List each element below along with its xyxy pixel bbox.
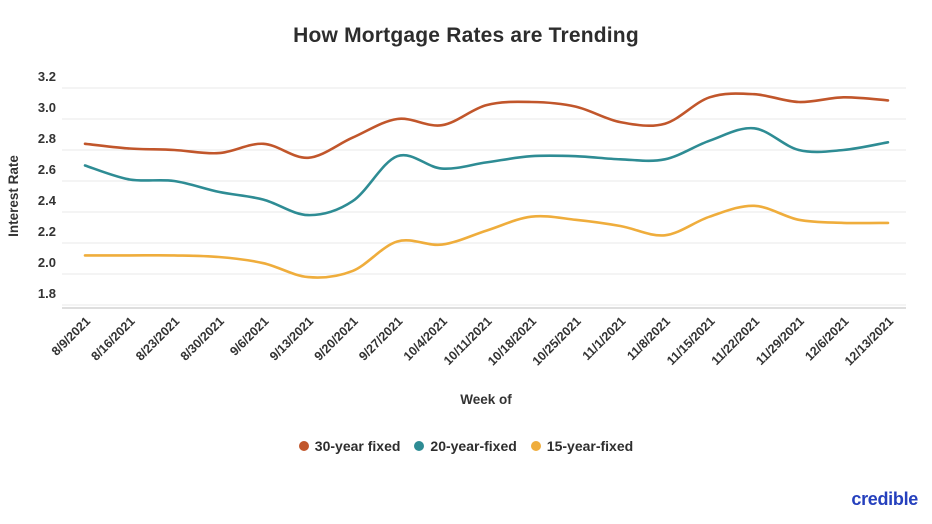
x-tick-label: 10/25/2021	[530, 314, 584, 368]
y-tick-label: 3.0	[38, 100, 56, 115]
x-tick-label: 9/13/2021	[267, 314, 316, 363]
y-axis-title: Interest Rate	[6, 155, 21, 237]
y-tick-label: 2.0	[38, 255, 56, 270]
legend-label: 30-year fixed	[314, 438, 401, 454]
legend-label: 15-year-fixed	[546, 438, 634, 454]
x-tick-label: 9/20/2021	[312, 314, 361, 363]
y-tick-label: 2.8	[38, 131, 56, 146]
x-tick-label: 8/9/2021	[49, 314, 93, 358]
credible-logo: credible	[851, 489, 918, 509]
x-tick-label: 9/6/2021	[227, 314, 271, 358]
series-line-30-year-fixed	[83, 92, 890, 160]
chart-title: How Mortgage Rates are Trending	[293, 24, 639, 47]
legend-item-15-year-fixed: 15-year-fixed	[530, 438, 634, 454]
legend-dot	[298, 441, 309, 451]
legend-label: 20-year-fixed	[430, 438, 517, 454]
y-tick-label: 3.2	[38, 69, 56, 84]
series-line-15-year-fixed	[83, 204, 890, 279]
legend-dot	[414, 441, 425, 451]
series-lines	[83, 92, 890, 279]
legend-dot	[530, 441, 541, 451]
x-tick-label: 11/1/2021	[580, 314, 629, 363]
legend-item-20-year-fixed: 20-year-fixed	[414, 438, 517, 454]
y-tick-label: 2.6	[38, 162, 56, 177]
x-tick-label: 8/23/2021	[133, 314, 182, 363]
y-axis-tick-labels: 3.2 3.0 2.8 2.6 2.4 2.2 2.0 1.8	[38, 69, 57, 301]
y-tick-label: 2.2	[38, 224, 56, 239]
y-tick-label: 1.8	[38, 286, 56, 301]
x-tick-label: 9/27/2021	[356, 314, 405, 363]
legend-item-30-year-fixed: 30-year fixed	[298, 438, 401, 454]
x-tick-label: 12/13/2021	[842, 314, 896, 368]
legend: 30-year fixed 20-year-fixed 15-year-fixed	[0, 438, 932, 454]
x-tick-label: 8/16/2021	[89, 314, 138, 363]
y-tick-label: 2.4	[38, 193, 57, 208]
gridlines	[62, 87, 906, 309]
x-axis-title: Week of	[460, 392, 512, 407]
x-tick-label: 11/29/2021	[753, 314, 807, 368]
x-tick-label: 8/30/2021	[178, 314, 227, 363]
series-line-20-year-fixed	[83, 126, 890, 217]
